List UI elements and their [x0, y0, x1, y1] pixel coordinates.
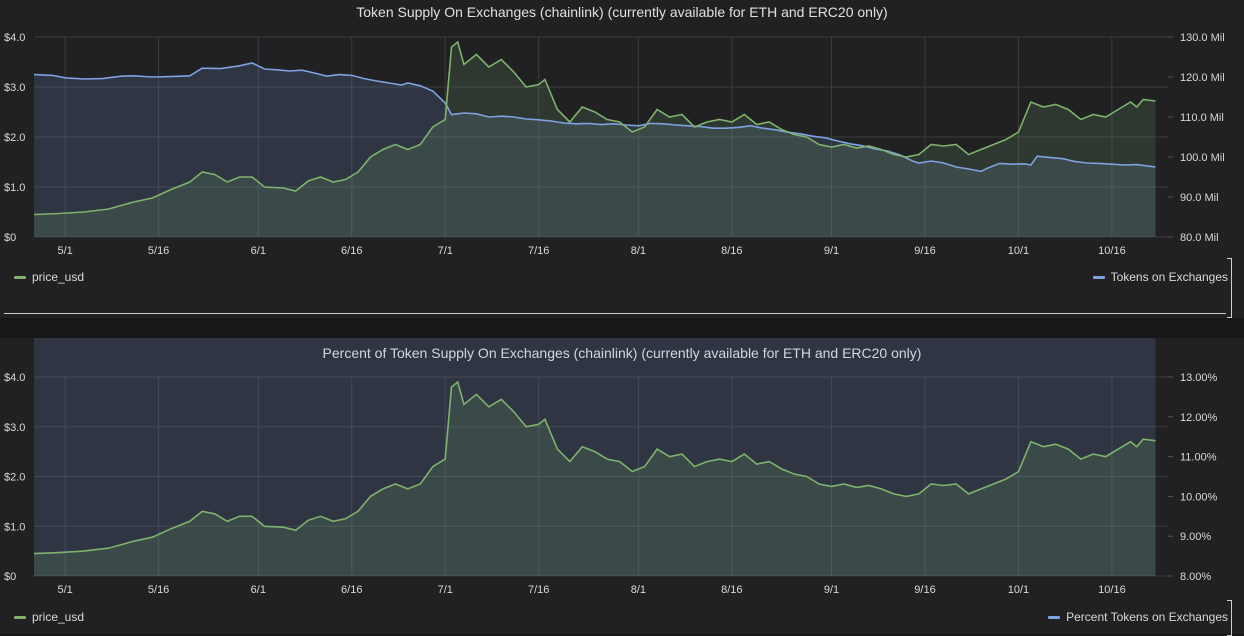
- series-area-tokens: [34, 63, 1156, 237]
- chart-plot-top[interactable]: $0 $1.0 $2.0 $3.0 $4.0 80.0 Mil 90.0 Mil 100.0 …: [0, 0, 1244, 318]
- y-tick-right: 12.00%: [1180, 412, 1218, 424]
- y-tick-right: 10.00%: [1180, 491, 1218, 503]
- legend-label: Tokens on Exchanges: [1110, 270, 1228, 284]
- x-tick-label: 6/16: [341, 584, 362, 596]
- series-line-tokens: [33, 62, 1156, 173]
- x-tick-label: 10/1: [1008, 584, 1029, 596]
- x-tick-label: 10/1: [1008, 245, 1029, 257]
- legend-label: Percent Tokens on Exchanges: [1066, 610, 1228, 624]
- x-tick-label: 5/16: [148, 245, 169, 257]
- series-line-price: [33, 40, 1156, 216]
- x-tick-label: 9/1: [824, 245, 839, 257]
- y-tick-left: $4.0: [4, 372, 25, 384]
- y-tick-left: $3.0: [4, 422, 25, 434]
- x-tick-label: 7/16: [528, 584, 549, 596]
- y-tick-right: 80.0 Mil: [1180, 232, 1219, 244]
- x-tick-label: 8/1: [631, 245, 646, 257]
- x-tick-label: 5/16: [148, 584, 169, 596]
- x-tick-label: 9/1: [824, 584, 839, 596]
- y-tick-left: $0: [4, 232, 16, 244]
- legend-swatch: [1092, 275, 1105, 279]
- x-tick-label: 9/16: [914, 584, 935, 596]
- x-tick-label: 6/1: [251, 245, 266, 257]
- chart-title: Token Supply On Exchanges (chainlink) (c…: [356, 4, 888, 20]
- y-tick-left: $3.0: [4, 82, 25, 94]
- y-tick-left: $0: [4, 571, 16, 583]
- y-tick-right: 90.0 Mil: [1180, 192, 1219, 204]
- series-area-price: [34, 42, 1156, 237]
- legend-price-usd[interactable]: price_usd: [14, 610, 84, 624]
- resize-handle[interactable]: [1227, 258, 1232, 318]
- y-tick-right: 100.0 Mil: [1180, 152, 1225, 164]
- legend-swatch: [1048, 615, 1061, 619]
- x-tick-label: 8/1: [631, 584, 646, 596]
- y-tick-left: $2.0: [4, 132, 25, 144]
- y-tick-right: 110.0 Mil: [1180, 112, 1224, 124]
- x-tick-label: 10/16: [1098, 245, 1126, 257]
- x-tick-label: 9/16: [914, 245, 935, 257]
- series-area-tokens: [34, 338, 1156, 576]
- x-tick-label: 7/1: [438, 245, 453, 257]
- x-tick-label: 10/16: [1098, 584, 1126, 596]
- y-tick-left: $4.0: [4, 32, 25, 44]
- legend-price-usd[interactable]: price_usd: [14, 270, 84, 284]
- y-tick-right: 8.00%: [1180, 571, 1211, 583]
- scrollbar-track[interactable]: [4, 313, 1226, 314]
- legend-percent-tokens-on-exchanges[interactable]: Percent Tokens on Exchanges: [1048, 610, 1228, 624]
- series-line-price: [33, 380, 1156, 555]
- chart-plot-bottom[interactable]: $0 $1.0 $2.0 $3.0 $4.0 8.00% 9.00% 10.00% 11.00%…: [0, 338, 1244, 634]
- y-tick-right: 13.00%: [1180, 372, 1218, 384]
- legend-swatch: [14, 275, 26, 279]
- y-tick-left: $1.0: [4, 521, 25, 533]
- y-tick-right: 11.00%: [1180, 452, 1217, 464]
- x-tick-label: 6/1: [251, 584, 266, 596]
- x-tick-label: 7/1: [438, 584, 453, 596]
- x-tick-label: 7/16: [528, 245, 549, 257]
- legend-label: price_usd: [32, 270, 85, 284]
- chart-panel-top: Token Supply On Exchanges (chainlink) (c…: [0, 0, 1244, 318]
- chart-title: Percent of Token Supply On Exchanges (ch…: [322, 345, 922, 361]
- y-tick-right: 130.0 Mil: [1180, 32, 1225, 44]
- legend-swatch: [14, 615, 26, 619]
- y-tick-right: 9.00%: [1180, 531, 1211, 543]
- series-area-price: [34, 382, 1156, 576]
- y-tick-left: $1.0: [4, 182, 25, 194]
- x-tick-label: 8/16: [721, 584, 742, 596]
- y-tick-right: 120.0 Mil: [1180, 72, 1225, 84]
- y-tick-left: $2.0: [4, 472, 25, 484]
- x-tick-label: 8/16: [721, 245, 742, 257]
- legend-label: price_usd: [32, 610, 85, 624]
- legend-tokens-on-exchanges[interactable]: Tokens on Exchanges: [1092, 270, 1228, 284]
- x-tick-label: 5/1: [58, 584, 73, 596]
- chart-panel-bottom: Percent of Token Supply On Exchanges (ch…: [0, 338, 1244, 636]
- x-tick-label: 5/1: [58, 245, 73, 257]
- resize-handle[interactable]: [1227, 600, 1232, 636]
- x-tick-label: 6/16: [341, 245, 362, 257]
